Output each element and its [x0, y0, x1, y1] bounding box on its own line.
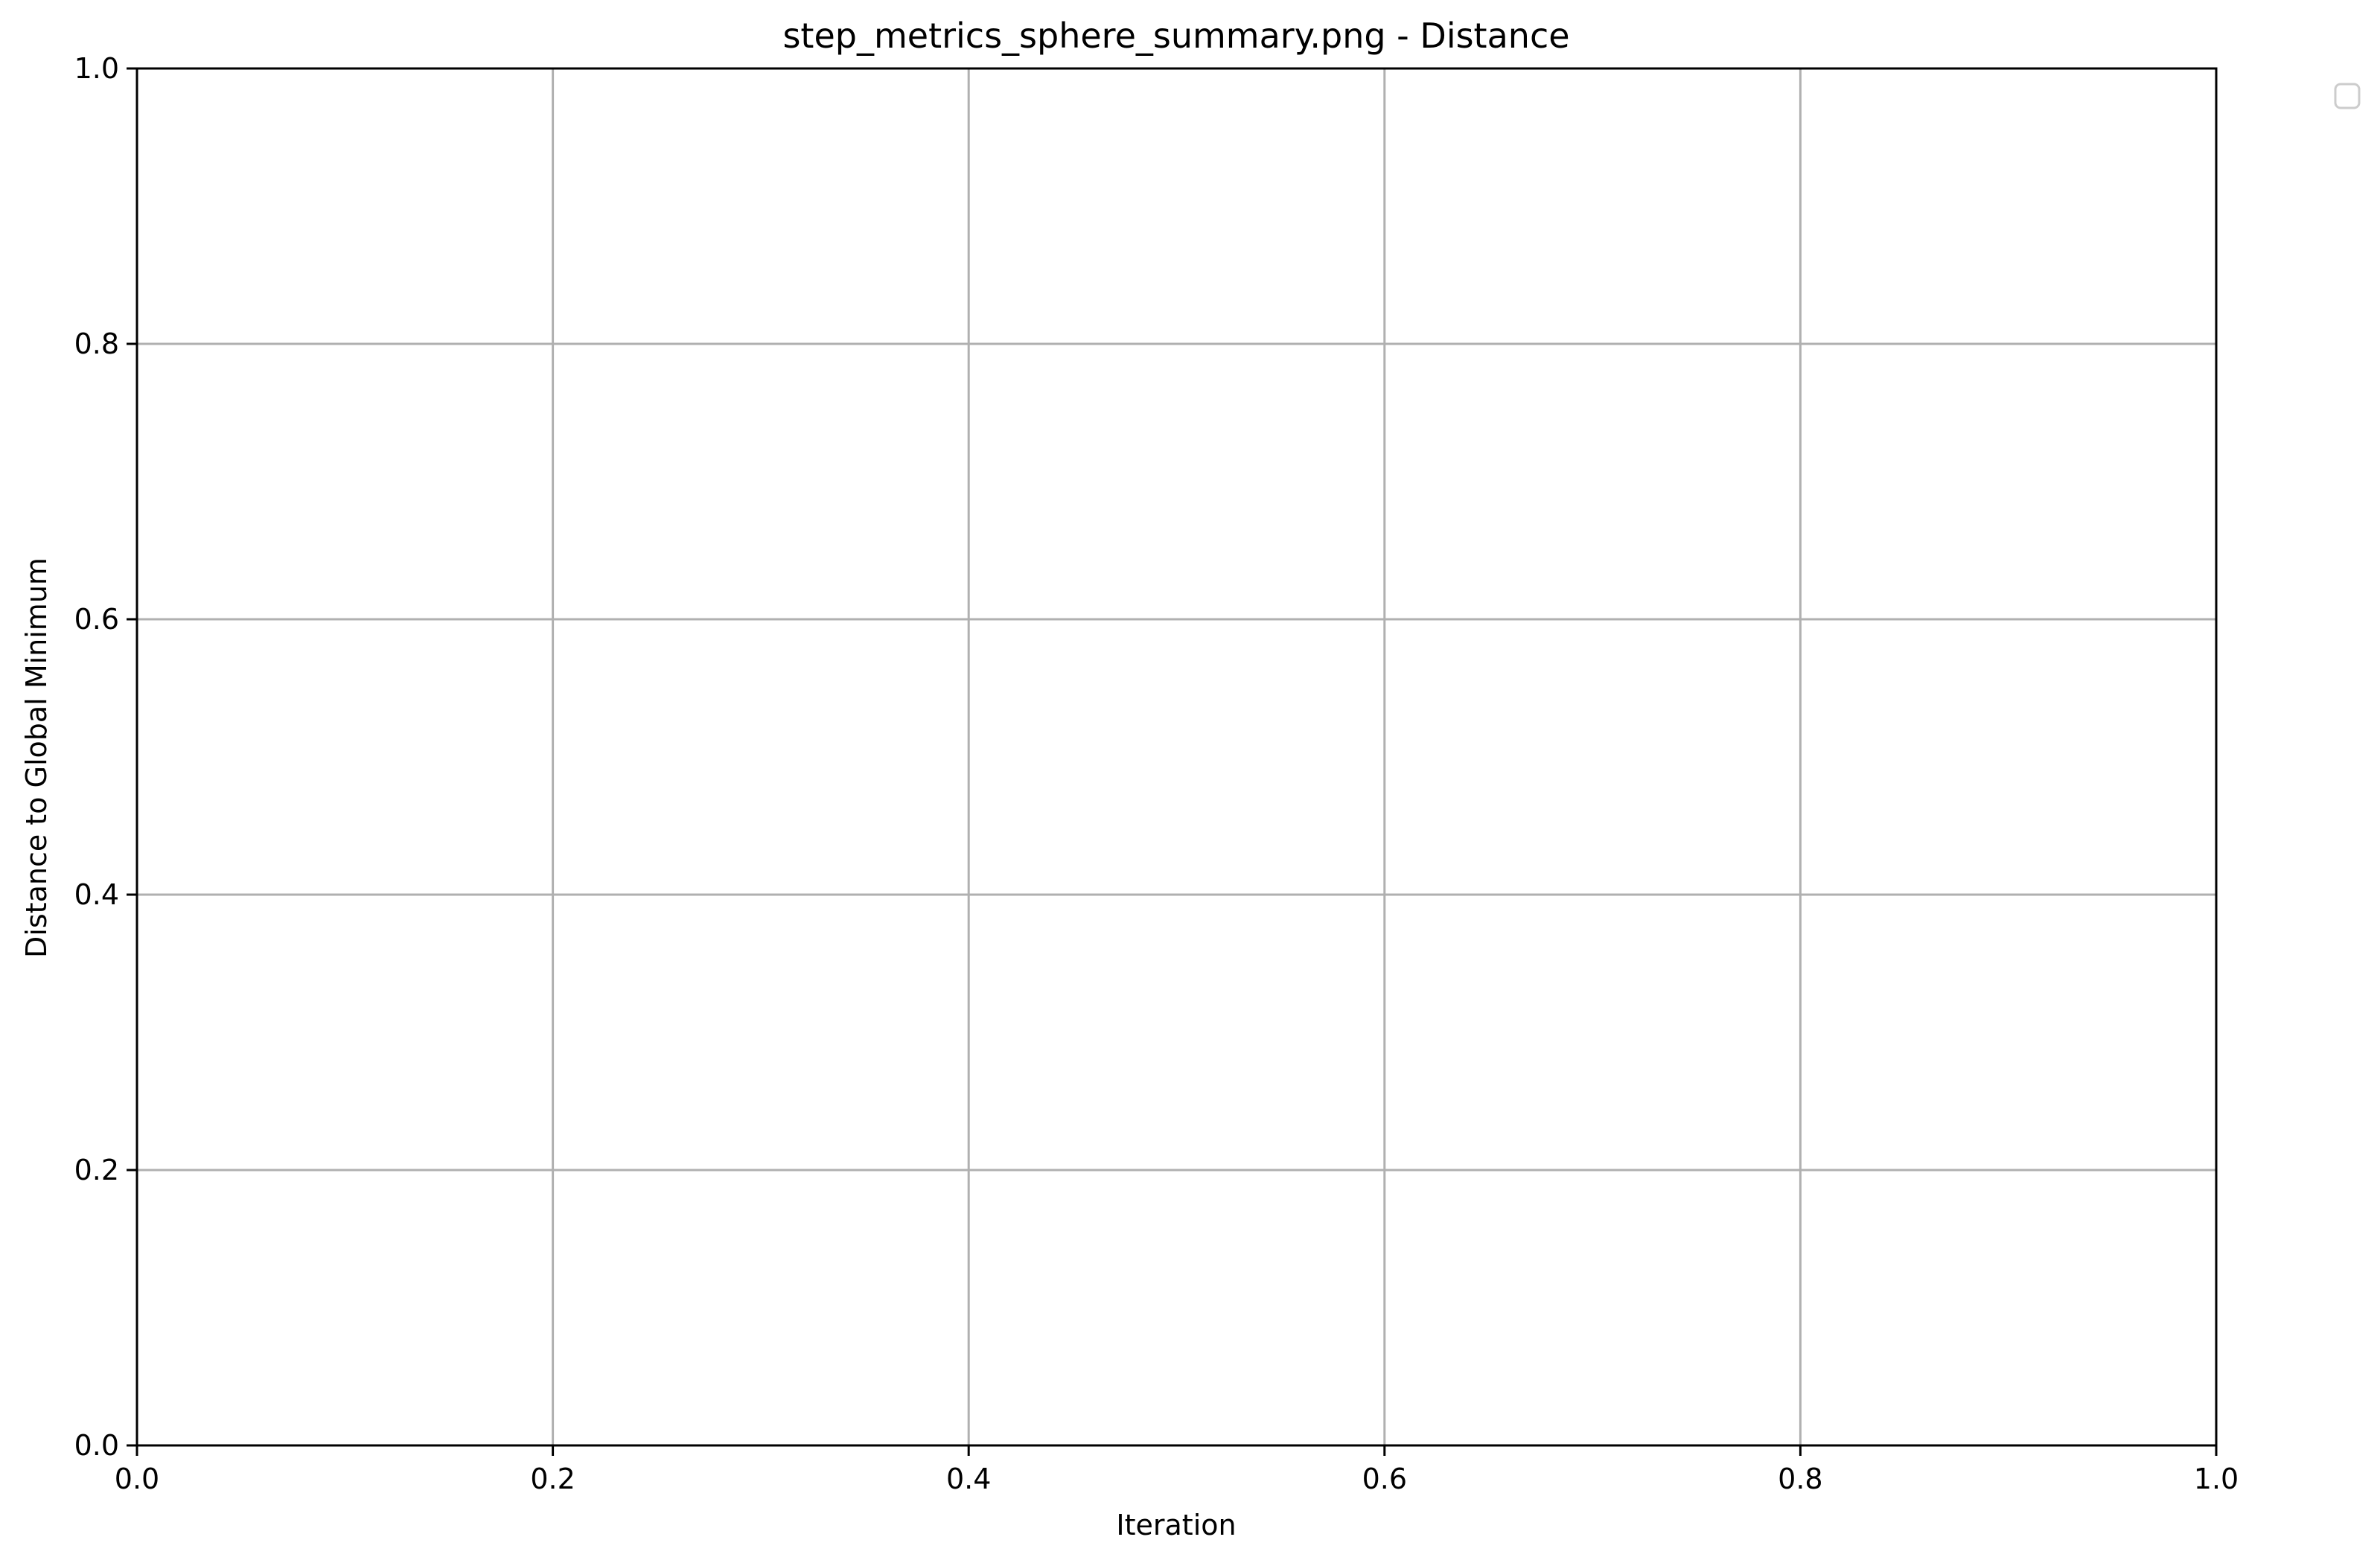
- x-tick-label: 0.2: [530, 1463, 575, 1495]
- y-tick-label: 0.6: [74, 603, 119, 636]
- x-tick-label: 0.8: [1778, 1463, 1822, 1495]
- chart-title: step_metrics_sphere_summary.png - Distan…: [782, 16, 1569, 56]
- y-tick-label: 0.8: [74, 327, 119, 360]
- x-tick-label: 0.4: [946, 1463, 991, 1495]
- y-tick-label: 0.0: [74, 1429, 119, 1462]
- y-tick-label: 0.2: [74, 1154, 119, 1186]
- axes-frame: [135, 67, 2218, 1447]
- y-tick-label: 1.0: [74, 52, 119, 85]
- legend-box: [2334, 83, 2361, 109]
- y-axis-label: Distance to Global Minimum: [20, 557, 53, 958]
- ticks: 0.0 0.2 0.4 0.6 0.8 1.0 0.0 0.2 0.4 0.6 0.8 1.0: [74, 52, 2239, 1495]
- x-tick-label: 0.0: [115, 1463, 159, 1495]
- x-tick-label: 0.6: [1362, 1463, 1407, 1495]
- x-tick-label: 1.0: [2194, 1463, 2239, 1495]
- y-tick-label: 0.4: [74, 878, 119, 911]
- x-axis-label: Iteration: [1116, 1509, 1236, 1541]
